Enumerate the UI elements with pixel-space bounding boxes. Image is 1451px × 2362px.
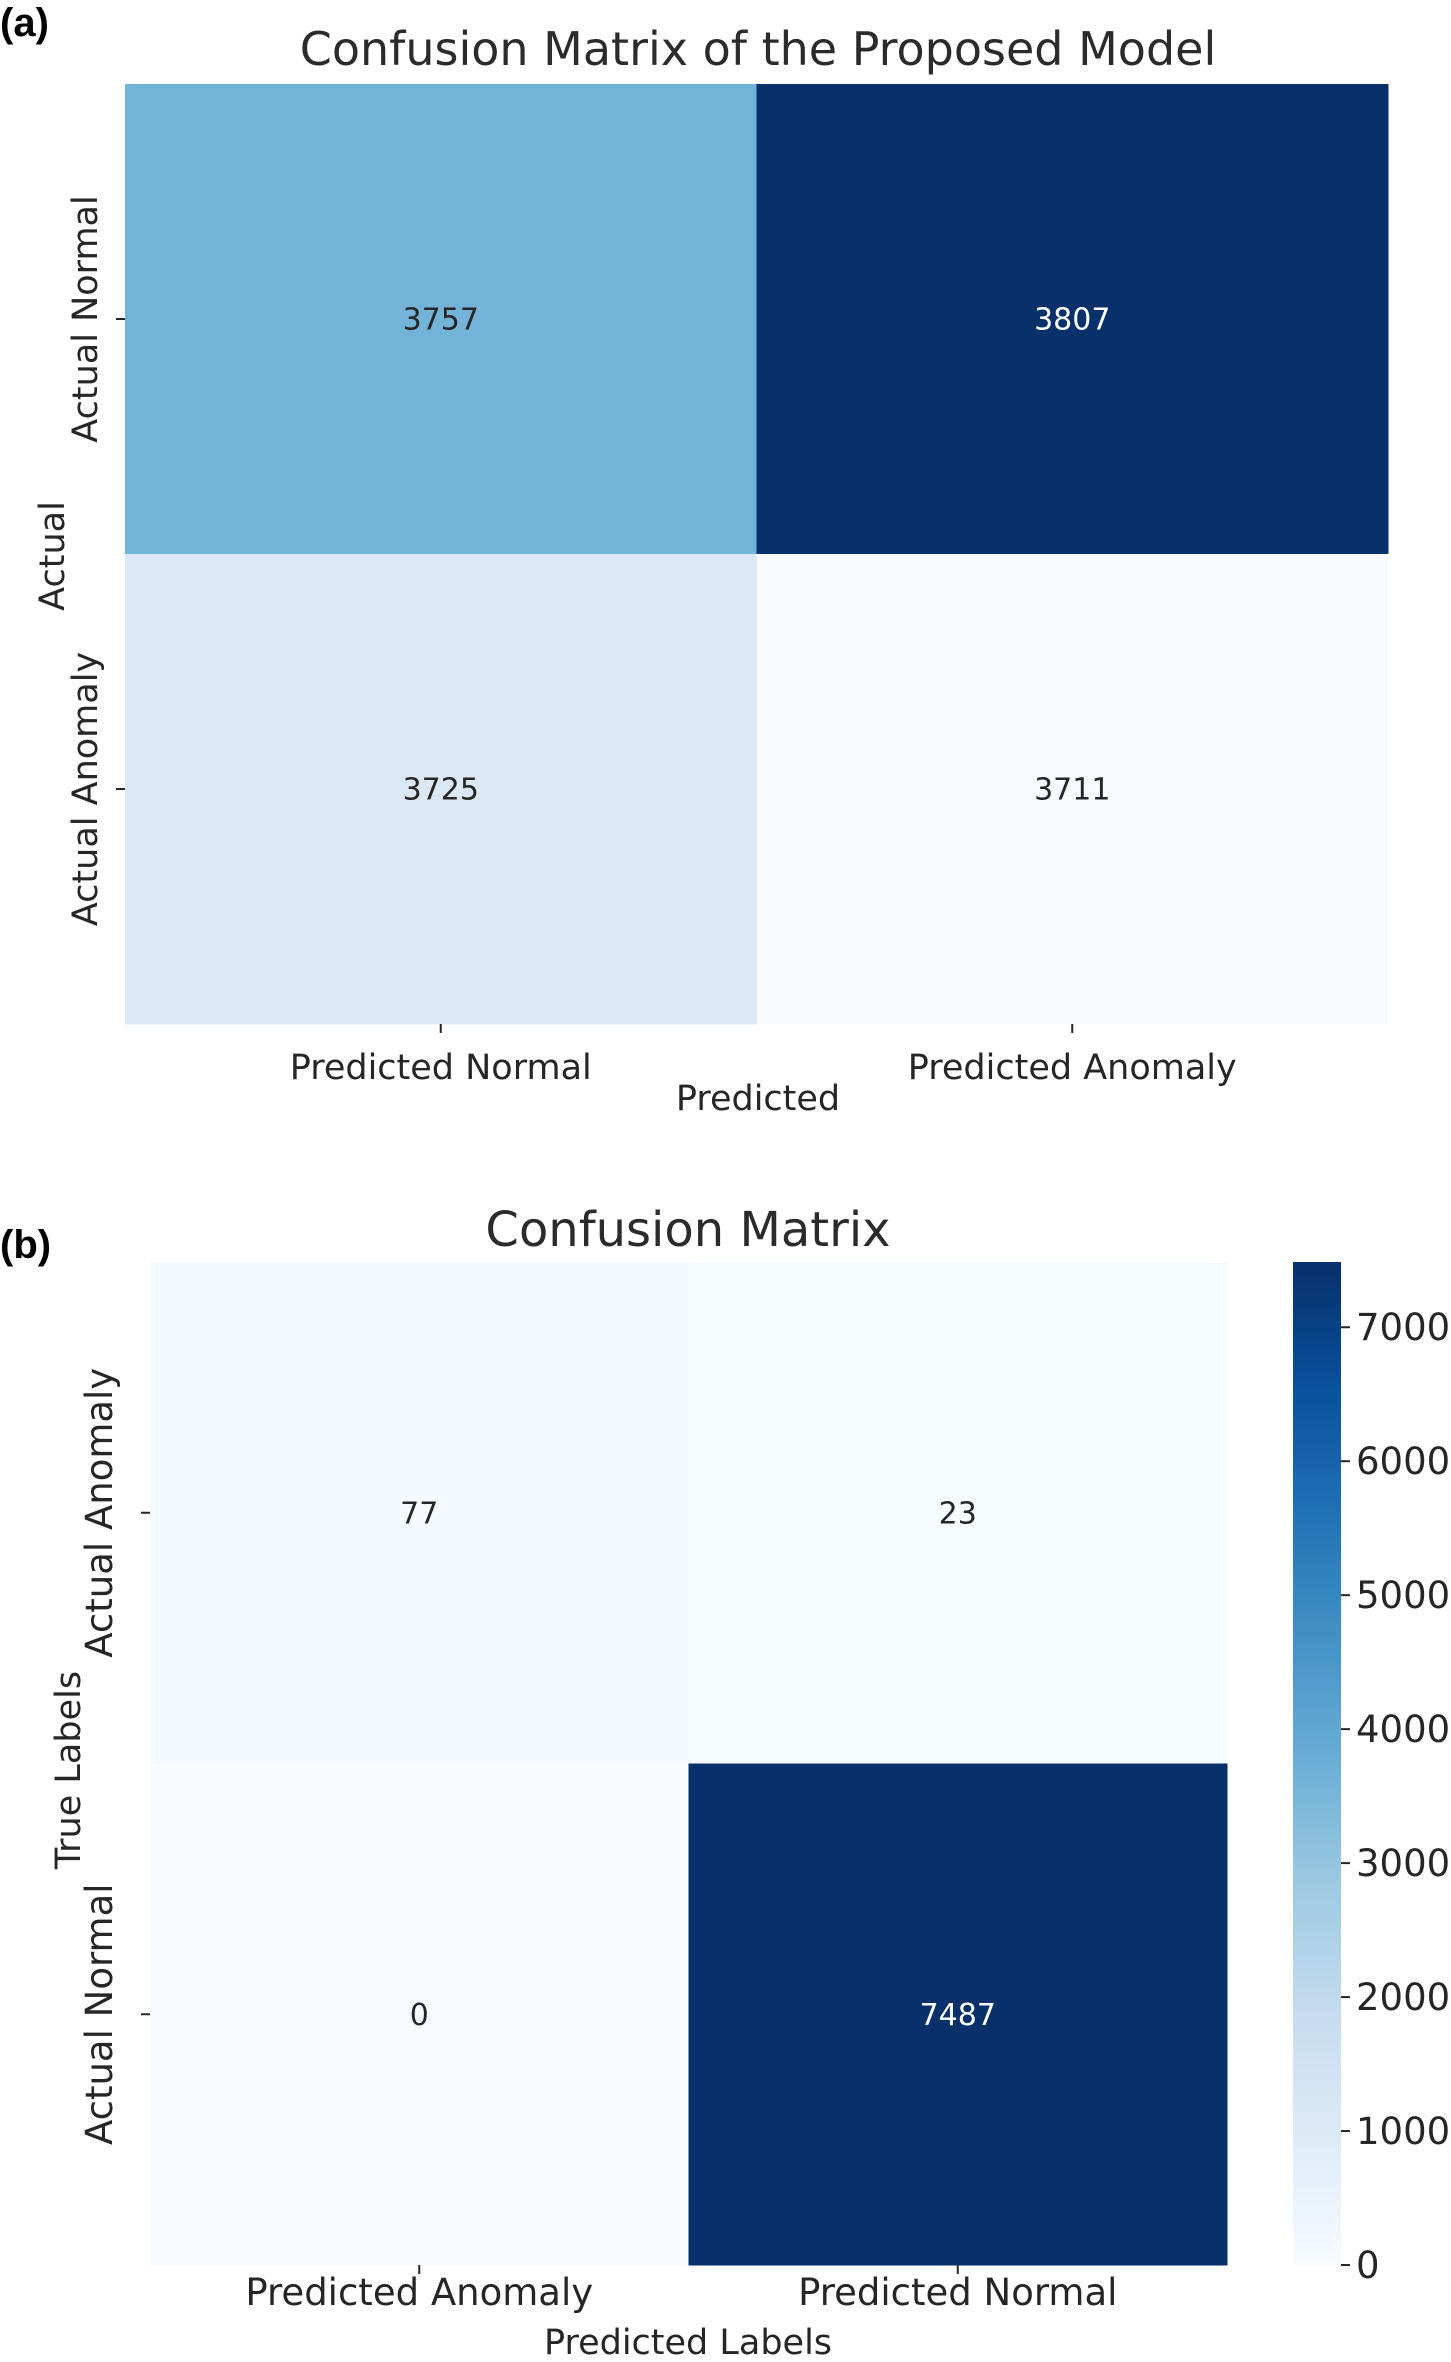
colorbar-tick-label: 7000	[1356, 1306, 1450, 1349]
panel-a-title: Confusion Matrix of the Proposed Model	[300, 22, 1216, 76]
heatmap-cell	[125, 84, 757, 555]
panel-a-ylabel: Actual	[33, 501, 73, 611]
cell-value-label: 3711	[1034, 773, 1110, 808]
panel-a-ticks: Predicted Normal Predicted Anomaly Actual …	[66, 195, 1237, 1088]
panel-b: (b) Confusion Matrix 77 23 0 7487 Predicted…	[0, 1202, 1450, 2362]
cell-value-label: 3757	[403, 303, 479, 338]
heatmap-cell	[688, 1763, 1228, 2266]
panel-b-ticks: Predicted Anomaly Predicted Normal Actual …	[78, 1368, 1117, 2314]
heatmap-cell	[150, 1763, 689, 2266]
colorbar-tick-label: 3000	[1356, 1842, 1450, 1885]
colorbar-tick-label: 5000	[1356, 1574, 1450, 1617]
cell-value-label: 3725	[403, 773, 479, 808]
colorbar-gradient	[1293, 1262, 1341, 2265]
panel-b-heatmap: 77 23 0 7487	[150, 1262, 1228, 2266]
x-tick-label: Predicted Anomaly	[908, 1048, 1237, 1088]
panel-a-label: (a)	[0, 1, 49, 45]
panel-a-heatmap: 3757 3807 3725 3711	[125, 84, 1389, 1025]
panel-b-title: Confusion Matrix	[485, 1202, 890, 1258]
cell-value-label: 0	[410, 1998, 429, 2033]
panel-a-xlabel: Predicted	[676, 1079, 840, 1119]
y-tick-label: Actual Anomaly	[66, 652, 106, 926]
cell-value-label: 3807	[1034, 303, 1110, 338]
panel-b-colorbar: 0 1000 2000 3000 4000 5000 6000 7000	[1293, 1262, 1450, 2287]
colorbar-tick-label: 4000	[1356, 1708, 1450, 1751]
panel-b-label: (b)	[0, 1223, 51, 1267]
panel-b-xlabel: Predicted Labels	[544, 2323, 832, 2362]
colorbar-tick-label: 2000	[1356, 1976, 1450, 2019]
y-tick-label: Actual Anomaly	[78, 1368, 121, 1658]
heatmap-cell	[756, 84, 1389, 555]
cell-value-label: 23	[939, 1496, 977, 1531]
y-tick-label: Actual Normal	[66, 195, 106, 442]
heatmap-cell	[125, 554, 757, 1025]
cell-value-label: 7487	[920, 1998, 996, 2033]
x-tick-label: Predicted Normal	[798, 2271, 1117, 2314]
panel-a: (a) Confusion Matrix of the Proposed Mod…	[0, 1, 1389, 1119]
heatmap-cell	[756, 554, 1389, 1025]
panel-b-ylabel: True Labels	[49, 1671, 89, 1870]
colorbar-tick-label: 0	[1356, 2244, 1380, 2287]
y-tick-label: Actual Normal	[78, 1883, 121, 2145]
cell-value-label: 77	[400, 1496, 438, 1531]
x-tick-label: Predicted Anomaly	[245, 2271, 593, 2314]
heatmap-cell	[150, 1262, 689, 1764]
colorbar-tick-label: 1000	[1356, 2110, 1450, 2153]
heatmap-cell	[688, 1262, 1228, 1764]
x-tick-label: Predicted Normal	[290, 1048, 592, 1088]
colorbar-tick-label: 6000	[1356, 1440, 1450, 1483]
